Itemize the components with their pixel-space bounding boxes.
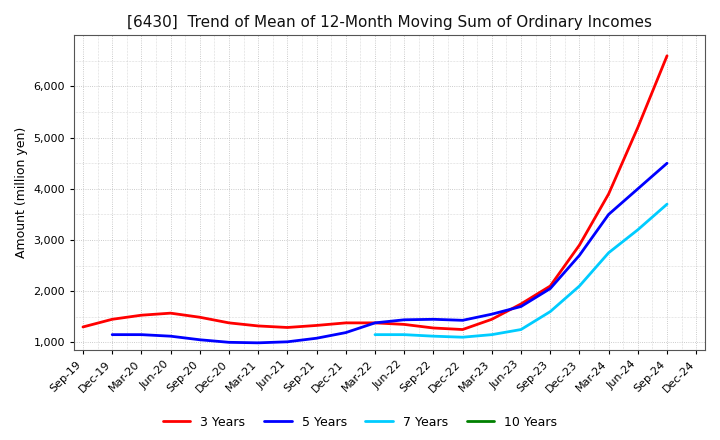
5 Years <box>459 318 467 323</box>
3 Years <box>604 191 613 197</box>
3 Years <box>254 323 263 329</box>
3 Years <box>195 315 204 320</box>
Legend: 3 Years, 5 Years, 7 Years, 10 Years: 3 Years, 5 Years, 7 Years, 10 Years <box>158 411 562 434</box>
7 Years <box>517 327 526 332</box>
3 Years <box>312 323 321 328</box>
5 Years <box>429 317 438 322</box>
3 Years <box>166 311 175 316</box>
5 Years <box>166 334 175 339</box>
3 Years <box>429 325 438 330</box>
3 Years <box>225 320 233 326</box>
3 Years <box>400 322 408 327</box>
3 Years <box>108 317 117 322</box>
7 Years <box>546 309 554 314</box>
7 Years <box>575 283 584 289</box>
7 Years <box>662 202 671 207</box>
3 Years <box>662 53 671 59</box>
5 Years <box>634 186 642 191</box>
5 Years <box>575 253 584 258</box>
5 Years <box>254 340 263 345</box>
3 Years <box>283 325 292 330</box>
3 Years <box>517 301 526 307</box>
5 Years <box>283 339 292 345</box>
5 Years <box>108 332 117 337</box>
Line: 3 Years: 3 Years <box>83 56 667 330</box>
3 Years <box>371 320 379 326</box>
3 Years <box>78 324 87 330</box>
5 Years <box>137 332 145 337</box>
Line: 7 Years: 7 Years <box>375 204 667 337</box>
Y-axis label: Amount (million yen): Amount (million yen) <box>15 127 28 258</box>
5 Years <box>662 161 671 166</box>
7 Years <box>371 332 379 337</box>
3 Years <box>459 327 467 332</box>
7 Years <box>634 227 642 232</box>
3 Years <box>575 242 584 248</box>
5 Years <box>371 320 379 326</box>
5 Years <box>546 286 554 291</box>
3 Years <box>546 283 554 289</box>
5 Years <box>341 330 350 335</box>
3 Years <box>341 320 350 326</box>
5 Years <box>517 304 526 309</box>
5 Years <box>195 337 204 342</box>
Title: [6430]  Trend of Mean of 12-Month Moving Sum of Ordinary Incomes: [6430] Trend of Mean of 12-Month Moving … <box>127 15 652 30</box>
7 Years <box>487 332 496 337</box>
7 Years <box>400 332 408 337</box>
Line: 5 Years: 5 Years <box>112 163 667 343</box>
5 Years <box>604 212 613 217</box>
5 Years <box>400 317 408 323</box>
7 Years <box>429 334 438 339</box>
7 Years <box>604 250 613 256</box>
3 Years <box>137 312 145 318</box>
5 Years <box>487 312 496 317</box>
5 Years <box>225 340 233 345</box>
3 Years <box>634 125 642 130</box>
7 Years <box>459 334 467 340</box>
3 Years <box>487 317 496 322</box>
5 Years <box>312 336 321 341</box>
